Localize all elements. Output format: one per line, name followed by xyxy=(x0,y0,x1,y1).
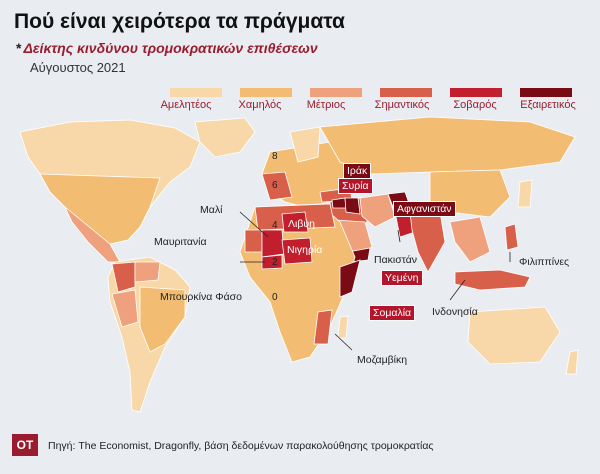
mauritania-shape xyxy=(244,229,263,253)
burkina-shape xyxy=(261,254,283,270)
map-subtitle: * Δείκτης κινδύνου τρομοκρατικών επιθέσεω… xyxy=(16,40,318,56)
peru xyxy=(111,289,139,328)
venezuela xyxy=(134,261,161,283)
scale-number-6: 6 xyxy=(272,180,278,191)
map-date: Αύγουστος 2021 xyxy=(30,60,126,75)
legend-label-severe: Σοβαρός xyxy=(453,99,497,111)
label-syria: Συρία xyxy=(338,178,373,194)
somalia-shape xyxy=(339,259,361,298)
label-indonesia: Ινδονησία xyxy=(432,306,478,318)
australia xyxy=(467,306,561,365)
philippines-shape xyxy=(504,223,519,251)
scale-number-8: 8 xyxy=(272,151,278,162)
legend-label-negligible: Αμελητέος xyxy=(160,99,212,111)
subtitle-asterisk: * xyxy=(16,40,22,56)
legend-swatch-extreme xyxy=(520,88,572,97)
label-pakistan: Πακιστάν xyxy=(374,254,418,266)
legend-swatch-low xyxy=(240,88,292,97)
label-iraq: Ιράκ xyxy=(343,163,372,179)
pointer-indonesia xyxy=(449,279,466,301)
label-afghanistan: Αφγανιστάν xyxy=(393,201,456,217)
southeast-asia xyxy=(449,216,491,263)
usa xyxy=(39,173,161,245)
legend-label-extreme: Εξαιρετικός xyxy=(520,99,576,111)
scale-number-0: 0 xyxy=(272,292,278,303)
label-somalia: Σομαλία xyxy=(369,305,416,321)
pointer-mali xyxy=(239,211,269,238)
pointer-pakistan xyxy=(397,229,401,243)
brazil xyxy=(139,286,186,353)
source-note: Πηγή: The Economist, Dragonfly, βάση δεδ… xyxy=(48,440,434,452)
syria-shape xyxy=(331,197,347,209)
scandinavia xyxy=(289,126,321,163)
world-map xyxy=(19,116,579,413)
pointer-lines xyxy=(239,211,511,351)
colombia xyxy=(111,261,136,293)
iraq-shape xyxy=(344,197,361,215)
legend-label-moderate: Μέτριος xyxy=(306,99,346,111)
page-title: Πού είναι χειρότερα τα πράγματα xyxy=(14,10,345,33)
publisher-logo: OT xyxy=(12,434,38,456)
japan xyxy=(517,179,533,208)
label-nigeria: Νιγηρία xyxy=(287,244,323,256)
legend-swatch-severe xyxy=(450,88,502,97)
france-uk xyxy=(261,171,293,201)
legend-swatch-significant xyxy=(380,88,432,97)
madagascar xyxy=(337,315,349,339)
subtitle-text: Δείκτης κινδύνου τρομοκρατικών επιθέσεων xyxy=(23,40,318,56)
label-burkina-faso: Μπουρκίνα Φάσο xyxy=(160,291,242,303)
greenland xyxy=(194,117,256,158)
label-mozambique: Μοζαμβίκη xyxy=(357,354,408,366)
nigeria-shape xyxy=(281,237,313,265)
mozambique-shape xyxy=(313,309,333,345)
scale-number-2: 2 xyxy=(272,257,278,268)
label-mali: Μαλί xyxy=(200,204,223,216)
mexico xyxy=(64,206,121,263)
map-legend: Αμελητέος Χαμηλός Μέτριος Σημαντικός Σοβ… xyxy=(161,88,590,111)
mali-shape xyxy=(261,229,285,258)
pointer-mozambique xyxy=(334,333,353,351)
legend-swatch-moderate xyxy=(310,88,362,97)
legend-swatch-negligible xyxy=(170,88,222,97)
iran xyxy=(359,193,396,228)
indonesia-shape xyxy=(454,269,531,291)
new-zealand xyxy=(565,349,579,375)
legend-label-low: Χαμηλός xyxy=(238,99,282,111)
label-yemen: Υεμένη xyxy=(381,270,423,286)
scale-number-4: 4 xyxy=(272,220,278,231)
label-mauritania: Μαυριτανία xyxy=(154,236,207,248)
label-libya: Λιβύη xyxy=(288,218,315,230)
legend-label-significant: Σημαντικός xyxy=(374,99,430,111)
libya-shape xyxy=(281,211,309,233)
footer: OT Πηγή: The Economist, Dragonfly, βάση … xyxy=(0,432,600,474)
label-philippines: Φιλιππίνες xyxy=(519,256,570,268)
